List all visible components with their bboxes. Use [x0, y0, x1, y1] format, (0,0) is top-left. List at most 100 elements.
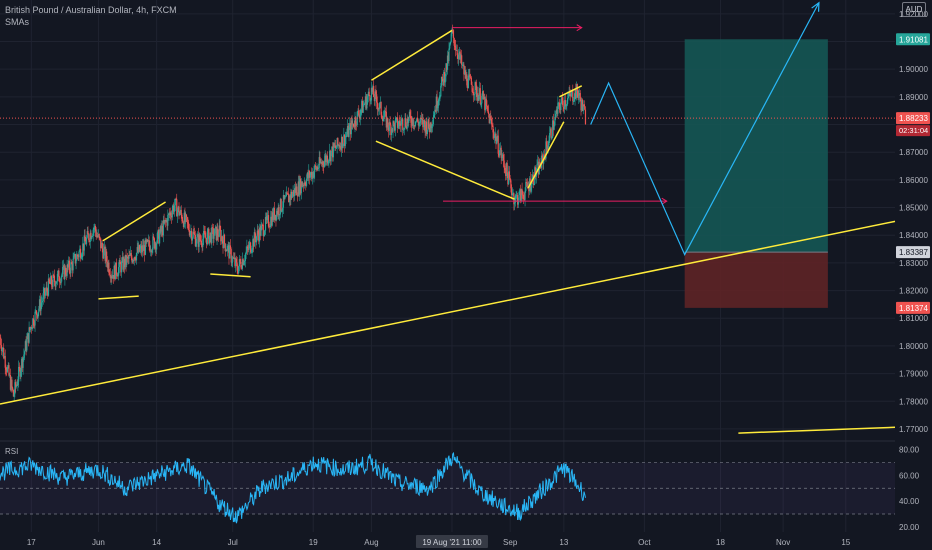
candle-body [275, 214, 277, 220]
candle-body [252, 239, 255, 247]
candle-body [135, 259, 137, 261]
candle-body [288, 195, 290, 203]
candle-body [1, 348, 3, 352]
candle-body [158, 229, 160, 244]
candle-body [334, 145, 336, 148]
time-tick-label: Oct [638, 538, 651, 547]
candle-body [509, 177, 511, 181]
candle-body [254, 232, 256, 239]
candle-body [557, 102, 559, 114]
time-tick-label: Jun [92, 538, 105, 547]
candle-body [10, 379, 12, 390]
candle-body [370, 87, 373, 101]
candle-body [380, 102, 382, 115]
candle-body [270, 216, 272, 226]
candle-body [12, 389, 15, 397]
candle-body [113, 265, 115, 279]
candle-body [423, 120, 425, 128]
candle-body [28, 327, 30, 343]
candle-body [343, 134, 345, 145]
candle-body [21, 358, 23, 368]
candle-body [295, 186, 297, 193]
candle-body [222, 240, 224, 249]
stop-price-tag-bg [896, 301, 930, 314]
candle-body [467, 75, 469, 89]
candle-body [261, 224, 264, 226]
candle-body [107, 262, 109, 268]
candle-body [267, 215, 270, 227]
candle-body [474, 82, 476, 95]
candle-body [106, 261, 108, 268]
candle-body [414, 125, 416, 127]
indicator-label[interactable]: SMAs [5, 17, 30, 27]
candle-body [581, 99, 583, 111]
candle-body [526, 182, 528, 187]
candle-body [255, 236, 258, 243]
candle-body [30, 326, 32, 329]
candle-body [50, 276, 52, 284]
candle-body [249, 242, 251, 245]
candle-body [345, 135, 347, 138]
candle-body [212, 228, 214, 239]
candle-body [401, 119, 403, 122]
candle-body [314, 165, 316, 173]
candle-body [502, 154, 505, 161]
drawings [0, 1, 896, 434]
candle-body [411, 122, 413, 126]
candle-body [333, 143, 335, 148]
candle-body [53, 275, 56, 282]
candle-body [378, 108, 380, 110]
candle-body [404, 118, 406, 128]
candle-body [403, 127, 405, 130]
candle-body [344, 137, 346, 146]
candle-body [117, 275, 119, 277]
candle-body [479, 88, 481, 105]
candle-body [393, 121, 395, 124]
candle-body [39, 299, 41, 311]
candle-body [520, 189, 522, 202]
candle-body [564, 100, 566, 107]
candle-body [510, 180, 512, 189]
price-tick-label: 1.78000 [899, 397, 928, 406]
candle-body [76, 254, 79, 256]
candle-body [307, 172, 309, 179]
candle-body [94, 226, 96, 228]
candle-body [502, 154, 504, 157]
candle-body [272, 212, 274, 220]
candle-body [179, 209, 182, 214]
price-tick-label: 1.86000 [899, 176, 928, 185]
candle-body [156, 243, 158, 250]
candle-body [522, 194, 524, 196]
time-tick-label: 14 [152, 538, 161, 547]
candle-body [459, 51, 461, 60]
candle-body [434, 109, 436, 116]
trendline [527, 121, 565, 189]
candle-body [382, 117, 384, 121]
candle-body [340, 136, 343, 151]
candle-body [76, 254, 78, 261]
candle-body [72, 258, 74, 271]
candle-body [284, 196, 286, 200]
candle-body [572, 100, 575, 102]
candle-body [355, 117, 357, 125]
candle-body [129, 254, 131, 256]
candle-body [506, 163, 508, 174]
candle-body [209, 232, 211, 236]
candle-body [255, 238, 257, 243]
candle-body [159, 226, 161, 234]
currency-button[interactable]: AUD [902, 2, 926, 17]
candle-body [365, 96, 367, 109]
candle-body [194, 235, 197, 247]
candle-body [311, 172, 313, 179]
candle-body [191, 230, 193, 241]
candle-body [123, 258, 126, 268]
candle-body [17, 381, 19, 386]
candle-body [7, 365, 9, 368]
ray-arrowhead [661, 197, 668, 205]
candle-body [453, 37, 455, 46]
candle-body [81, 254, 83, 258]
candle-body [231, 261, 233, 263]
candle-body [110, 276, 112, 279]
candle-body [302, 184, 305, 186]
